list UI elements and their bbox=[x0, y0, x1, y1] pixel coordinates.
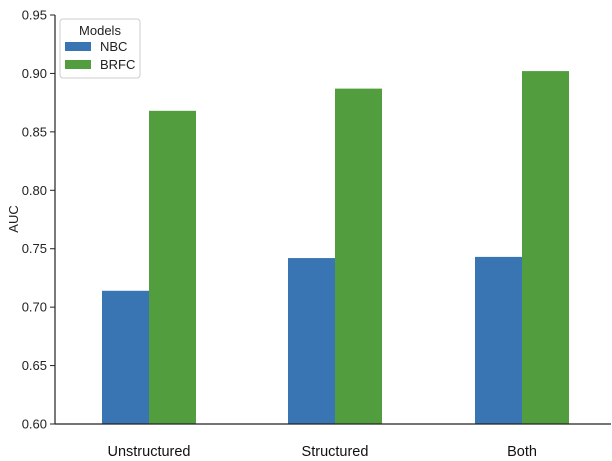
legend-swatch-nbc bbox=[65, 42, 91, 51]
y-tick-label: 0.85 bbox=[22, 124, 47, 139]
y-ticks: 0.60 0.65 0.70 0.75 0.80 0.85 0.90 0.95 bbox=[22, 8, 55, 432]
y-tick-label: 0.80 bbox=[22, 183, 47, 198]
legend-title: Models bbox=[79, 23, 121, 38]
bar-brfc-structured bbox=[335, 88, 382, 425]
axes-layer bbox=[54, 15, 611, 425]
x-tick-label: Structured bbox=[302, 444, 369, 460]
y-tick-label: 0.70 bbox=[22, 300, 47, 315]
y-tick-label: 0.95 bbox=[22, 8, 47, 23]
bar-brfc-unstructured bbox=[149, 110, 196, 424]
y-axis-title: AUC bbox=[6, 205, 21, 232]
x-tick-label: Unstructured bbox=[107, 444, 190, 460]
legend: Models NBC BRFC bbox=[59, 18, 141, 79]
x-tick-labels: Unstructured Structured Both bbox=[107, 444, 536, 460]
bar-nbc-unstructured bbox=[102, 290, 149, 424]
y-tick-label: 0.60 bbox=[22, 417, 47, 432]
legend-label-nbc: NBC bbox=[100, 39, 127, 54]
x-tick-label: Both bbox=[507, 444, 537, 460]
bars-layer bbox=[102, 71, 569, 425]
bar-brfc-both bbox=[522, 71, 569, 424]
y-tick-label: 0.65 bbox=[22, 358, 47, 373]
bar-nbc-structured bbox=[288, 258, 335, 424]
bar-nbc-both bbox=[475, 256, 522, 424]
y-tick-label: 0.90 bbox=[22, 66, 47, 81]
legend-swatch-brfc bbox=[65, 60, 91, 69]
y-tick-label: 0.75 bbox=[22, 241, 47, 256]
legend-label-brfc: BRFC bbox=[100, 57, 135, 72]
